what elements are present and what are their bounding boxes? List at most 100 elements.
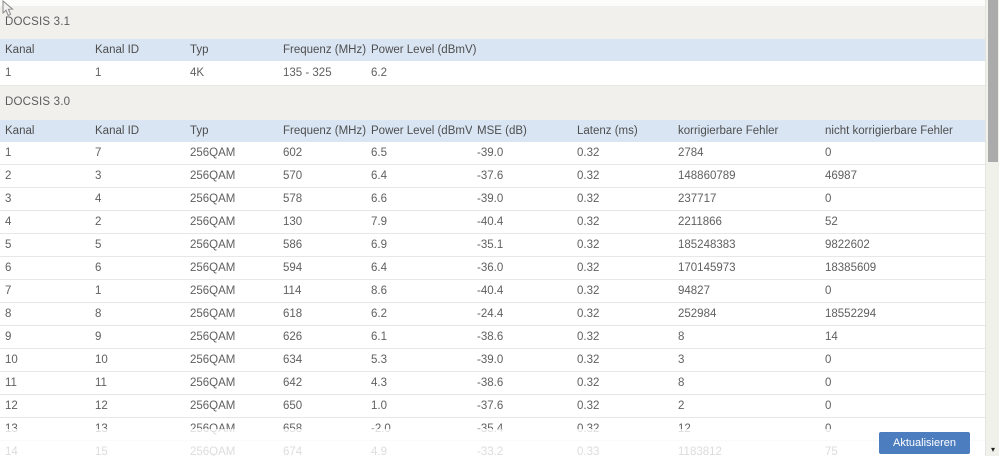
table-cell: 9 — [0, 325, 90, 349]
docsis30-table-body: 1 7 256QAM 602 6.5 -39.0 0.32 2784 0 2 3 256QAM 570 6… — [0, 141, 985, 456]
table-cell: 18552294 — [820, 302, 985, 326]
table-cell: 1 — [0, 61, 90, 86]
table-cell: -39.0 — [472, 187, 572, 211]
table-cell: 0.32 — [572, 394, 673, 418]
table-cell: 10 — [0, 348, 90, 372]
table-cell: 0.32 — [572, 279, 673, 303]
table-cell: 256QAM — [185, 256, 278, 280]
table-cell: 94827 — [673, 279, 820, 303]
table-cell: 570 — [278, 164, 366, 188]
table-cell: 578 — [278, 187, 366, 211]
table-cell: 0.32 — [572, 348, 673, 372]
table-cell: 6.4 — [366, 256, 472, 280]
table-cell: 256QAM — [185, 394, 278, 418]
table-cell: 6.4 — [366, 164, 472, 188]
docsis31-header-row: Kanal Kanal ID Typ Frequenz (MHz) Power Leve… — [0, 39, 985, 61]
scrollbar-thumb[interactable] — [988, 0, 998, 162]
table-cell: 7 — [0, 279, 90, 303]
table-cell: 0.32 — [572, 371, 673, 395]
table-cell: -37.6 — [472, 394, 572, 418]
table-cell: 618 — [278, 302, 366, 326]
docsis30-section-title: DOCSIS 3.0 — [5, 95, 71, 108]
table-cell: 6.1 — [366, 325, 472, 349]
docsis31-table-body: 1 1 4K 135 - 325 6.2 — [0, 61, 985, 86]
table-cell: 185248383 — [673, 233, 820, 257]
column-header: Power Level (dBmV) — [366, 39, 985, 61]
table-cell: 18385609 — [820, 256, 985, 280]
column-header: MSE (dB) — [472, 119, 572, 142]
table-row: 9 9 256QAM 626 6.1 -38.6 0.32 8 14 — [0, 325, 985, 349]
table-cell: 0 — [820, 371, 985, 395]
table-cell: 5.3 — [366, 348, 472, 372]
table-cell: 8 — [90, 302, 185, 326]
table-cell: 114 — [278, 279, 366, 303]
table-cell: 0.32 — [572, 141, 673, 165]
table-cell: -35.1 — [472, 233, 572, 257]
table-cell: 0.32 — [572, 164, 673, 188]
docsis31-table: Kanal Kanal ID Typ Frequenz (MHz) Power Leve… — [0, 39, 985, 86]
table-cell: 8 — [673, 371, 820, 395]
table-cell: 252984 — [673, 302, 820, 326]
table-cell: 626 — [278, 325, 366, 349]
top-strip — [0, 0, 985, 6]
table-cell: 0 — [820, 187, 985, 211]
table-cell: 256QAM — [185, 187, 278, 211]
refresh-button[interactable]: Aktualisieren — [879, 432, 970, 454]
table-cell: 1 — [0, 141, 90, 165]
table-cell: 256QAM — [185, 210, 278, 234]
table-cell: 256QAM — [185, 325, 278, 349]
column-header: nicht korrigierbare Fehler — [820, 119, 985, 142]
table-cell: 2 — [90, 210, 185, 234]
table-cell: 586 — [278, 233, 366, 257]
table-cell: 0 — [820, 141, 985, 165]
table-cell: 1 — [90, 61, 185, 86]
column-header: Latenz (ms) — [572, 119, 673, 142]
docsis30-table: Kanal Kanal ID Typ Frequenz (MHz) Power Leve… — [0, 119, 985, 456]
table-cell: 6.2 — [366, 302, 472, 326]
scroll-down-arrow-icon[interactable]: ▾ — [990, 445, 995, 454]
table-cell: 0 — [820, 394, 985, 418]
table-cell: 642 — [278, 371, 366, 395]
column-header: Kanal ID — [90, 39, 185, 61]
table-cell: 3 — [90, 164, 185, 188]
table-cell: -38.6 — [472, 325, 572, 349]
column-header: Kanal — [0, 119, 90, 142]
table-cell: 7 — [90, 141, 185, 165]
table-cell: 4.3 — [366, 371, 472, 395]
table-cell: 148860789 — [673, 164, 820, 188]
table-cell: 52 — [820, 210, 985, 234]
table-cell: 7.9 — [366, 210, 472, 234]
column-header: Kanal ID — [90, 119, 185, 142]
table-cell: -39.0 — [472, 348, 572, 372]
table-cell: -37.6 — [472, 164, 572, 188]
docsis30-header-row: Kanal Kanal ID Typ Frequenz (MHz) Power Leve… — [0, 119, 985, 142]
column-header: Typ — [185, 39, 278, 61]
column-header: Frequenz (MHz) — [278, 39, 366, 61]
table-row: 7 1 256QAM 114 8.6 -40.4 0.32 94827 0 — [0, 279, 985, 303]
vertical-scrollbar[interactable]: ▾ — [985, 0, 999, 456]
table-cell: 2 — [0, 164, 90, 188]
table-cell: 3 — [673, 348, 820, 372]
table-cell: 8 — [0, 302, 90, 326]
table-cell: 602 — [278, 141, 366, 165]
table-cell: 256QAM — [185, 371, 278, 395]
table-row: 11 11 256QAM 642 4.3 -38.6 0.32 8 0 — [0, 371, 985, 395]
table-cell: 6 — [90, 256, 185, 280]
table-cell: 237717 — [673, 187, 820, 211]
table-cell: 2 — [673, 394, 820, 418]
table-cell: 5 — [0, 233, 90, 257]
footer-bar: Aktualisieren — [0, 429, 985, 456]
table-row: 3 4 256QAM 578 6.6 -39.0 0.32 237717 0 — [0, 187, 985, 211]
table-row: 10 10 256QAM 634 5.3 -39.0 0.32 3 0 — [0, 348, 985, 372]
table-cell: 130 — [278, 210, 366, 234]
column-header: Power Level (dBmV) — [366, 119, 472, 142]
table-cell: 46987 — [820, 164, 985, 188]
table-row: 6 6 256QAM 594 6.4 -36.0 0.32 170145973 18385609 — [0, 256, 985, 280]
table-row: 4 2 256QAM 130 7.9 -40.4 0.32 2211866 52 — [0, 210, 985, 234]
table-cell: 256QAM — [185, 233, 278, 257]
table-cell: 6.2 — [366, 61, 985, 86]
table-cell: 135 - 325 — [278, 61, 366, 86]
table-cell: 2784 — [673, 141, 820, 165]
